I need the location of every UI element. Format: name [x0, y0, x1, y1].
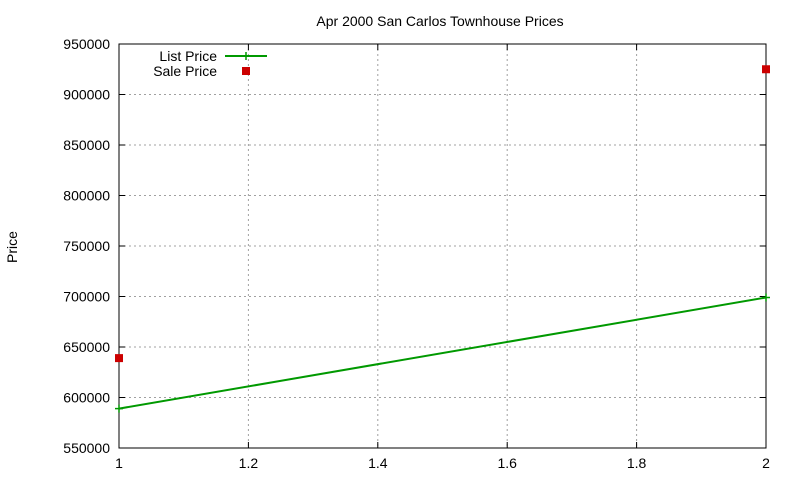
list-price-point — [115, 404, 123, 413]
sale-price-point — [762, 65, 770, 74]
list-price-point — [762, 293, 770, 302]
legend-marker-sale-price — [242, 67, 250, 75]
y-tick-label: 800000 — [63, 188, 110, 204]
list-price-line — [118, 296, 767, 410]
x-tick-label: 1 — [115, 455, 123, 471]
x-tick-label: 2 — [762, 455, 770, 471]
x-tick-label: 1.8 — [627, 455, 647, 471]
y-tick-label: 750000 — [63, 238, 110, 254]
legend-marker-list-price — [242, 52, 250, 60]
y-tick-label: 700000 — [63, 289, 110, 305]
y-tick-label: 550000 — [63, 440, 110, 456]
y-tick-label: 850000 — [63, 137, 110, 153]
x-tick-label: 1.2 — [239, 455, 259, 471]
legend-label-sale-price: Sale Price — [153, 63, 217, 79]
y-tick-label: 600000 — [63, 390, 110, 406]
y-tick-label: 900000 — [63, 87, 110, 103]
grid-layer — [119, 44, 766, 448]
y-axis-label: Price — [4, 231, 20, 263]
series-layer — [115, 65, 770, 413]
chart-title: Apr 2000 San Carlos Townhouse Prices — [316, 13, 563, 29]
plot-frame — [118, 43, 767, 449]
sale-price-point — [115, 354, 123, 363]
y-tick-label: 950000 — [63, 36, 110, 52]
y-tick-label: 650000 — [63, 339, 110, 355]
axes-layer: 550000 600000 650000 700000 750000 800000 8500… — [63, 36, 770, 471]
x-tick-label: 1.6 — [497, 455, 517, 471]
x-tick-label: 1.4 — [368, 455, 388, 471]
legend-label-list-price: List Price — [159, 48, 217, 64]
